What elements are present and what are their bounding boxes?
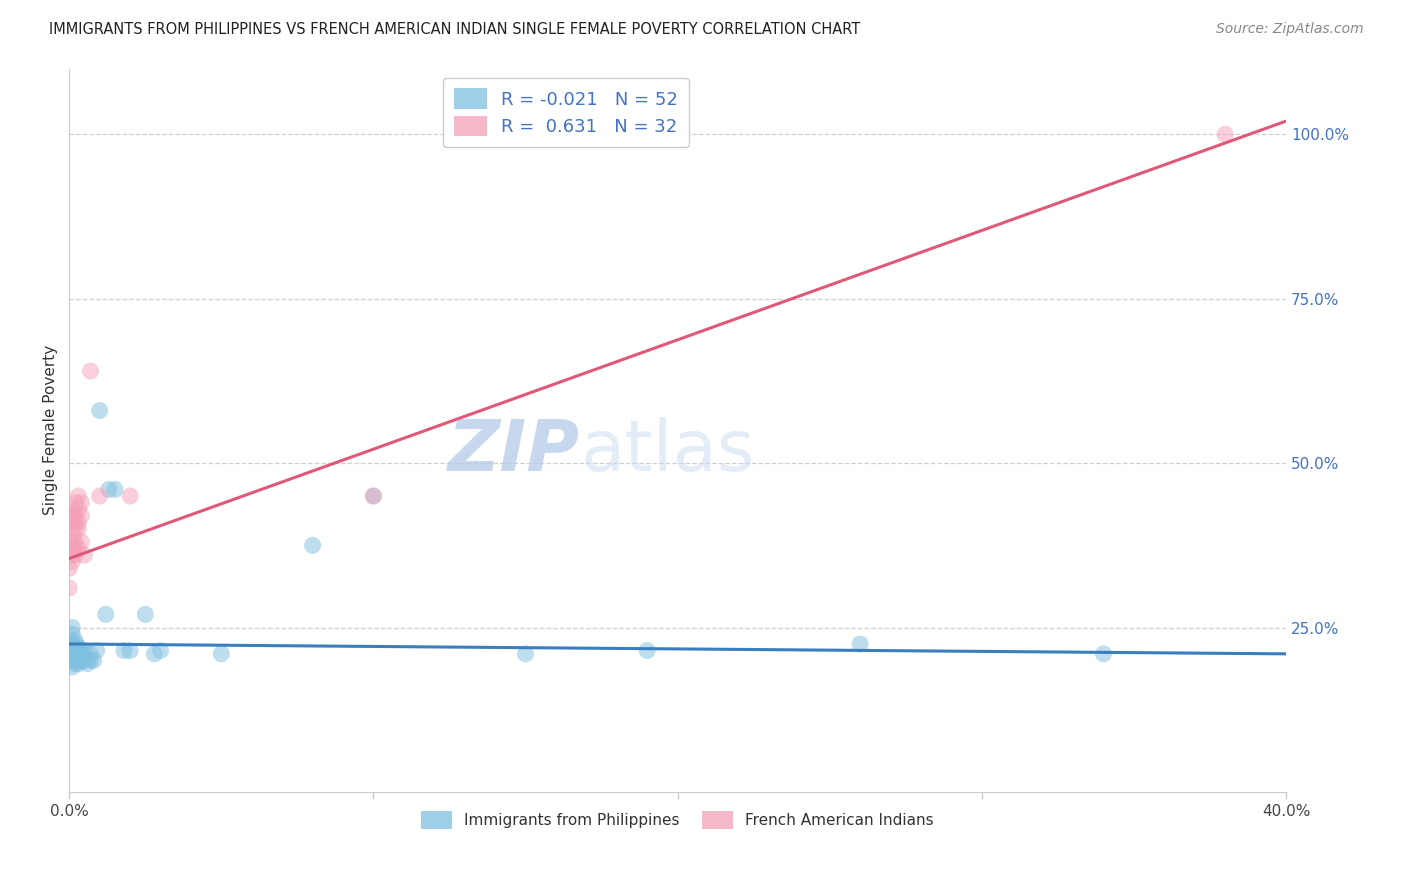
Point (70, 495, 93, 509)
Point (65, 495, 87, 509)
Point (60, 541, 83, 556)
Point (70, 643, 93, 657)
Point (70, 535, 93, 549)
Point (58, 581, 80, 595)
Point (60, 555, 83, 569)
Point (209, 647, 232, 661)
Point (60, 516, 83, 530)
Point (65, 633, 87, 648)
Point (60, 660, 83, 674)
Point (67, 647, 90, 661)
Point (65, 508, 87, 523)
Point (83, 653, 105, 667)
Point (60, 647, 83, 661)
Point (60, 548, 83, 562)
Point (60, 640, 83, 655)
Point (58, 561, 80, 575)
Point (65, 657, 87, 671)
Point (849, 637, 872, 651)
Point (73, 643, 96, 657)
Point (89, 489, 111, 503)
Point (301, 538, 323, 552)
Point (67, 657, 90, 671)
Point (67, 516, 90, 530)
Point (60, 643, 83, 657)
Text: IMMIGRANTS FROM PHILIPPINES VS FRENCH AMERICAN INDIAN SINGLE FEMALE POVERTY CORR: IMMIGRANTS FROM PHILIPPINES VS FRENCH AM… (49, 22, 860, 37)
Point (73, 653, 96, 667)
Point (363, 489, 385, 503)
Point (149, 643, 172, 657)
Point (79, 647, 101, 661)
Point (94, 607, 117, 622)
Point (70, 508, 93, 523)
Point (60, 502, 83, 516)
Point (70, 650, 93, 665)
Point (67, 541, 90, 556)
Point (58, 633, 80, 648)
Point (67, 653, 90, 667)
Point (65, 535, 87, 549)
Point (76, 657, 98, 671)
Point (70, 647, 93, 661)
Text: ZIP: ZIP (449, 417, 581, 486)
Point (65, 637, 87, 651)
Point (60, 508, 83, 523)
Point (89, 403, 111, 417)
Point (70, 653, 93, 667)
Point (120, 489, 142, 503)
Point (65, 522, 87, 536)
Point (60, 640, 83, 655)
Point (60, 653, 83, 667)
Point (86, 643, 108, 657)
Point (65, 643, 87, 657)
Point (73, 548, 96, 562)
Point (134, 607, 156, 622)
Point (65, 516, 87, 530)
Point (58, 640, 80, 655)
Point (67, 522, 90, 536)
Point (67, 643, 90, 657)
Point (58, 541, 80, 556)
Point (79, 653, 101, 667)
Point (65, 650, 87, 665)
Point (67, 640, 90, 655)
Point (67, 489, 90, 503)
Point (79, 364, 101, 378)
Point (65, 653, 87, 667)
Point (65, 548, 87, 562)
Point (60, 627, 83, 641)
Point (60, 535, 83, 549)
Point (60, 528, 83, 542)
Point (1092, 647, 1115, 661)
Point (112, 643, 135, 657)
Point (65, 640, 87, 655)
Point (67, 502, 90, 516)
Point (1213, 128, 1236, 142)
Point (67, 650, 90, 665)
Point (60, 647, 83, 661)
Text: Source: ZipAtlas.com: Source: ZipAtlas.com (1216, 22, 1364, 37)
Point (60, 621, 83, 635)
Point (363, 489, 385, 503)
Text: atlas: atlas (581, 417, 755, 486)
Point (65, 647, 87, 661)
Point (636, 643, 658, 657)
Point (515, 647, 537, 661)
Point (104, 483, 127, 497)
Point (65, 541, 87, 556)
Point (143, 647, 166, 661)
Point (120, 643, 142, 657)
Legend: Immigrants from Philippines, French American Indians: Immigrants from Philippines, French Amer… (415, 805, 941, 835)
Point (97, 483, 120, 497)
Y-axis label: Single Female Poverty: Single Female Poverty (44, 345, 58, 516)
